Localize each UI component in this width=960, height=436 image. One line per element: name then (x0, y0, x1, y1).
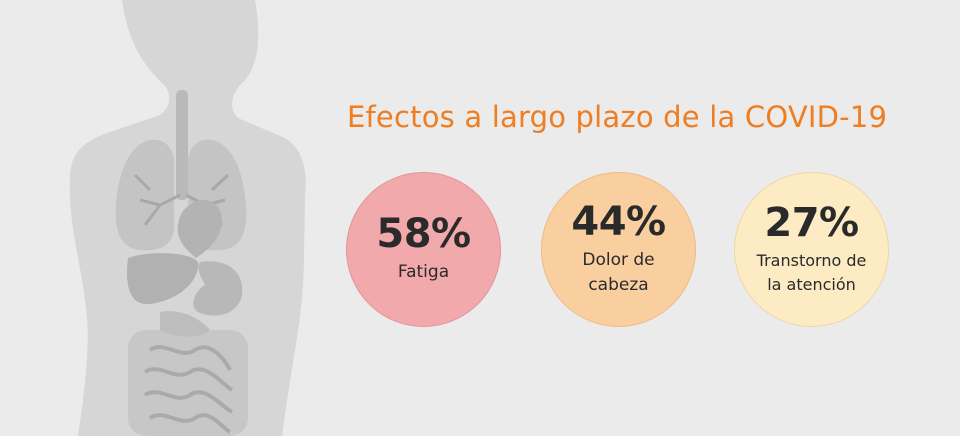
page-title: Efectos a largo plazo de la COVID-19 (347, 100, 888, 134)
stat-percentage: 58% (376, 211, 471, 258)
stat-circle-headache: 44% Dolor de cabeza (541, 172, 696, 327)
heart (177, 200, 222, 258)
liver (126, 253, 199, 305)
small-intestine (143, 345, 234, 434)
left-lung (115, 139, 174, 251)
stat-label: Dolor de cabeza (582, 249, 655, 295)
stat-percentage: 44% (571, 198, 666, 245)
pancreas (160, 311, 210, 337)
stat-percentage: 27% (764, 200, 859, 247)
trachea (176, 90, 188, 200)
human-body-illustration (69, 0, 306, 436)
stat-label: Fatiga (397, 262, 450, 283)
stomach (193, 261, 243, 316)
stat-circle-fatigue: 58% Fatiga (346, 172, 501, 327)
stat-label: Transtorno de la atención (756, 251, 867, 294)
stat-circle-attention-disorder: 27% Transtorno de la atención (734, 172, 889, 327)
